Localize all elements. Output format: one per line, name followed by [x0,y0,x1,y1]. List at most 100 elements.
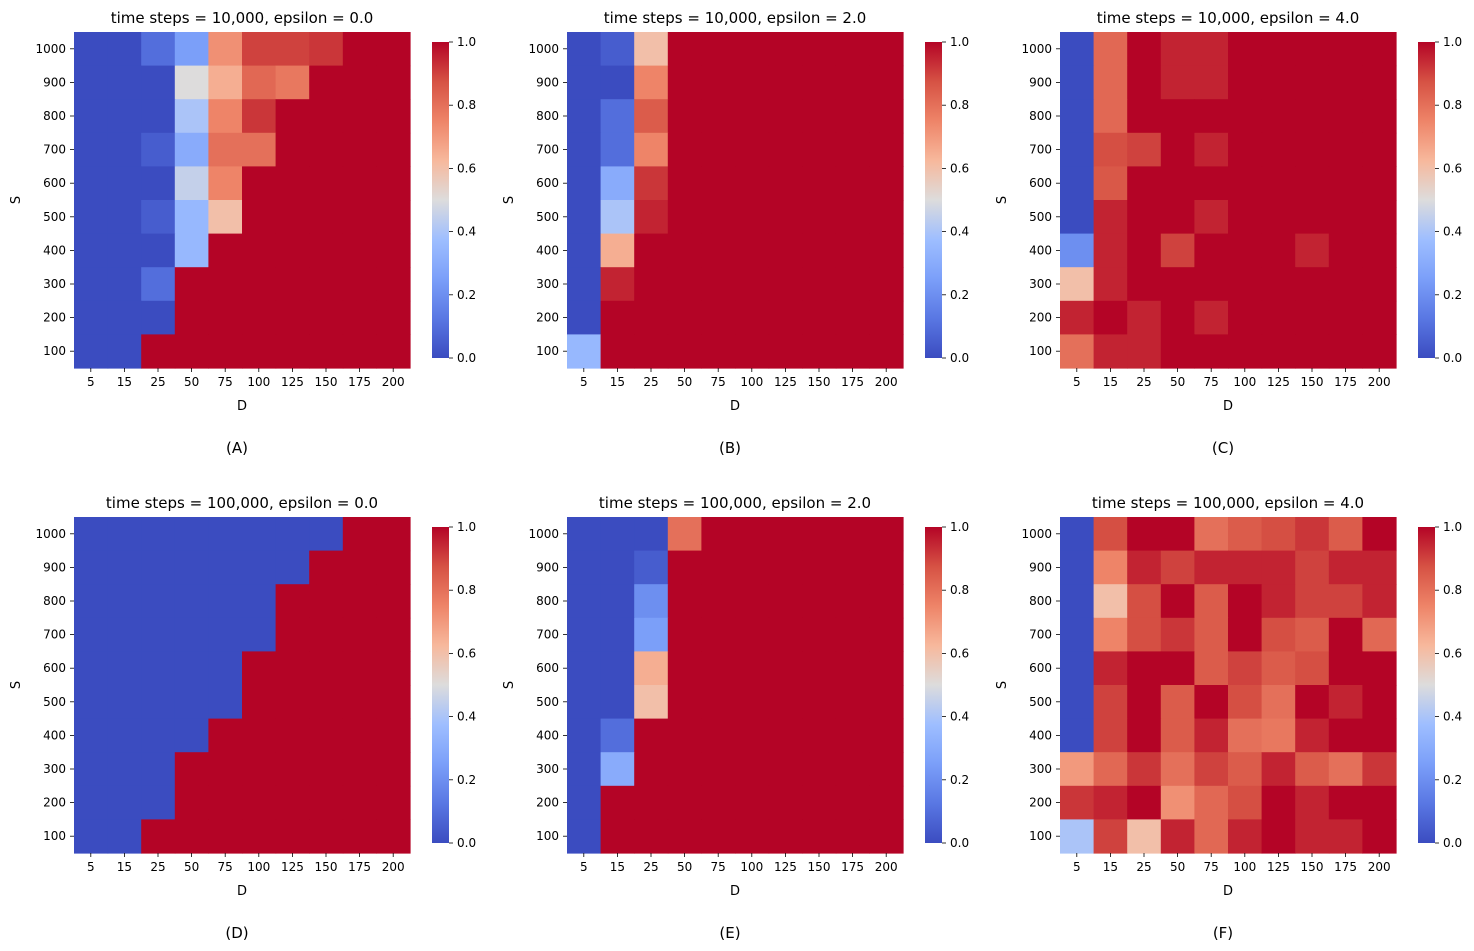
heatmap-cell [634,267,669,302]
heatmap-cell [667,200,702,235]
heatmap-cell [1228,132,1263,167]
heatmap-cell [701,752,736,787]
heatmap-cell [1328,32,1363,67]
heatmap-cell [600,267,635,302]
x-tick-label: 50 [1170,375,1185,389]
heatmap-cell [1060,300,1095,335]
x-axis-label: D [1223,884,1233,899]
heatmap-cell [1295,550,1330,585]
heatmap-cell [735,200,770,235]
heatmap-cell [107,718,142,753]
heatmap-cell [309,132,344,167]
heatmap-cell [835,99,870,134]
heatmap-cell [802,32,837,67]
heatmap-cell [1328,819,1363,854]
heatmap-cell [667,550,702,585]
heatmap-cell [600,517,635,552]
heatmap-cell [1362,584,1397,619]
heatmap-cell [567,32,602,67]
x-tick-label: 25 [150,860,165,874]
x-tick-label: 200 [382,860,405,874]
heatmap-cell [1160,32,1195,67]
heatmap-cell [1328,517,1363,552]
heatmap-cell [1060,132,1095,167]
heatmap-cell [1194,752,1229,787]
heatmap-cell [667,132,702,167]
heatmap-cell [1261,99,1296,134]
heatmap-cell [376,300,411,335]
colorbar-tick-label: 0.4 [457,710,476,724]
heatmap-cell [600,132,635,167]
heatmap-cell [802,617,837,652]
heatmap-cell [376,32,411,67]
colorbar-tick-label: 0.8 [950,583,969,597]
x-axis-label: D [237,884,247,899]
heatmap-cell [735,517,770,552]
heatmap-cell [242,785,277,820]
heatmap-cell [1295,233,1330,268]
heatmap-cell [208,819,243,854]
x-tick-label: 150 [315,375,338,389]
y-tick-label: 200 [536,796,559,810]
heatmap-cell [342,651,377,686]
x-tick-label: 150 [1301,860,1324,874]
y-axis-label: S [995,681,1010,689]
heatmap-cell [275,785,310,820]
x-tick-label: 200 [1368,860,1391,874]
y-tick-label: 600 [536,176,559,190]
heatmap-cell [869,685,904,720]
heatmap-cell [275,550,310,585]
heatmap-cell [1093,550,1128,585]
heatmap-cell [242,233,277,268]
chart-title: time steps = 10,000, epsilon = 0.0 [111,9,374,27]
heatmap-cell [174,718,209,753]
heatmap-cell [342,819,377,854]
heatmap-cell [309,166,344,201]
heatmap-cell [1228,584,1263,619]
heatmap-cell [107,166,142,201]
heatmap-cell [802,651,837,686]
heatmap-cell [107,752,142,787]
y-tick-label: 300 [536,277,559,291]
x-tick-label: 15 [117,375,132,389]
heatmap-cell [1194,550,1229,585]
heatmap-cell [701,300,736,335]
x-tick-label: 5 [580,375,588,389]
heatmap-cell [735,233,770,268]
heatmap-cell [1093,233,1128,268]
heatmap-cell [342,718,377,753]
heatmap-cell [1261,166,1296,201]
heatmap-cell [835,685,870,720]
heatmap-cell [802,517,837,552]
heatmap-cell [701,819,736,854]
heatmap-cell [835,166,870,201]
y-tick-label: 800 [1029,594,1052,608]
heatmap-cell [309,785,344,820]
heatmap-cell [869,99,904,134]
heatmap-cell [701,334,736,369]
y-tick-label: 700 [43,628,66,642]
heatmap-cell [567,685,602,720]
x-tick-label: 25 [643,860,658,874]
heatmap-cell [1261,517,1296,552]
heatmap-cell [802,685,837,720]
heatmap-cell [275,718,310,753]
heatmap-cell [1295,785,1330,820]
colorbar [1418,42,1435,358]
heatmap-cell [242,65,277,100]
colorbar-tick-label: 0.8 [457,98,476,112]
heatmap-cell [802,584,837,619]
y-axis-label: S [502,681,517,689]
heatmap-cell [309,267,344,302]
heatmap-cell [869,267,904,302]
heatmap-cell [802,200,837,235]
heatmap-cell [701,617,736,652]
y-tick-label: 500 [43,210,66,224]
x-tick-label: 175 [348,860,371,874]
heatmap-cell [701,550,736,585]
heatmap-cell [242,550,277,585]
y-tick-label: 700 [536,143,559,157]
heatmap-cell [1328,300,1363,335]
heatmap-cell [74,200,109,235]
y-tick-label: 300 [43,762,66,776]
